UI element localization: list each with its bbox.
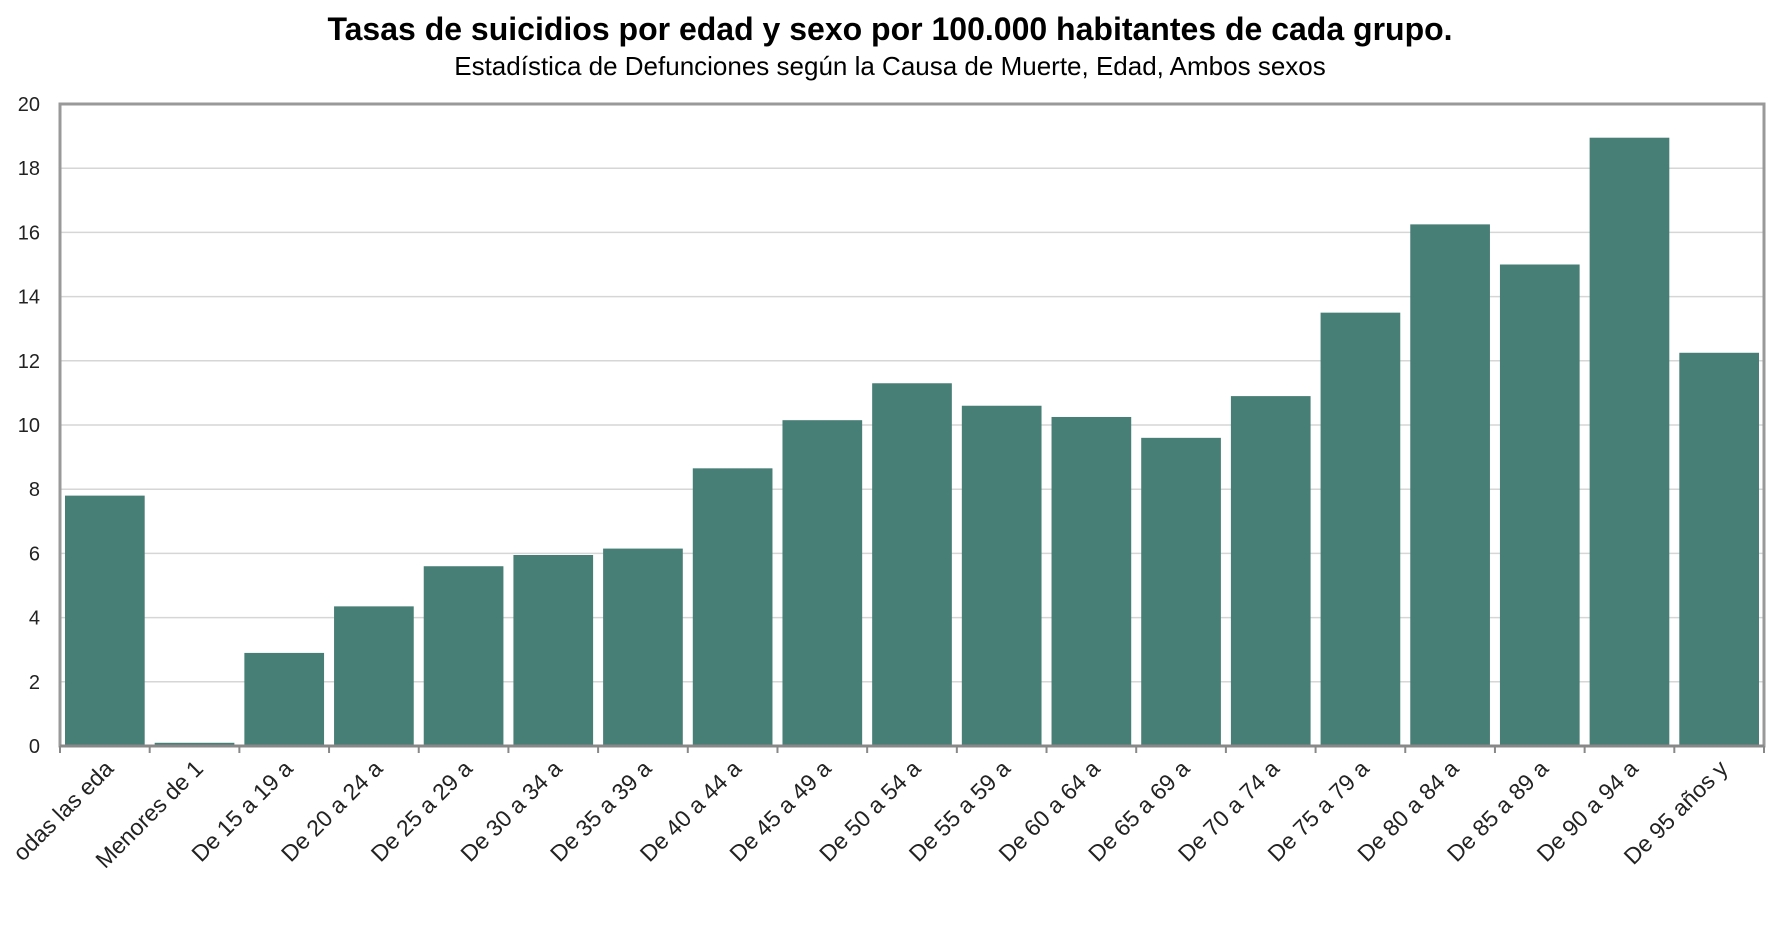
bar[interactable] bbox=[1320, 312, 1401, 746]
bar[interactable] bbox=[872, 383, 952, 746]
chart-title: Tasas de suicidios por edad y sexo por 1… bbox=[327, 11, 1453, 47]
bar[interactable] bbox=[603, 548, 683, 746]
y-tick-label: 14 bbox=[18, 287, 40, 309]
bar[interactable] bbox=[1410, 224, 1490, 746]
y-tick-label: 2 bbox=[29, 672, 40, 694]
y-tick-label: 20 bbox=[18, 94, 40, 116]
bar[interactable] bbox=[423, 566, 504, 746]
y-tick-label: 6 bbox=[29, 543, 40, 565]
bar[interactable] bbox=[244, 652, 325, 746]
bar[interactable] bbox=[1679, 352, 1759, 746]
bar[interactable] bbox=[1230, 396, 1311, 746]
y-tick-label: 12 bbox=[18, 351, 40, 373]
bar[interactable] bbox=[65, 495, 145, 746]
bar[interactable] bbox=[1499, 264, 1580, 747]
bar-series bbox=[65, 137, 1759, 747]
bar[interactable] bbox=[961, 405, 1042, 746]
bar[interactable] bbox=[782, 420, 863, 746]
y-tick-label: 8 bbox=[29, 479, 40, 501]
plot-frame bbox=[58, 102, 1766, 748]
bar[interactable] bbox=[1051, 416, 1132, 746]
y-tick-label: 4 bbox=[29, 608, 40, 630]
y-tick-label: 16 bbox=[18, 222, 40, 244]
y-tick-label: 10 bbox=[18, 415, 40, 437]
bar[interactable] bbox=[1589, 137, 1670, 746]
bar[interactable] bbox=[692, 468, 773, 746]
bar[interactable] bbox=[154, 742, 235, 746]
y-axis: 0 2 4 6 8 10 12 14 16 18 20 bbox=[18, 94, 40, 758]
bar[interactable] bbox=[513, 555, 594, 746]
chart-subtitle: Estadística de Defunciones según la Caus… bbox=[454, 51, 1326, 81]
y-tick-label: 18 bbox=[18, 158, 40, 180]
bar[interactable] bbox=[334, 606, 414, 746]
y-tick-label: 0 bbox=[29, 736, 40, 758]
bar[interactable] bbox=[1141, 437, 1221, 746]
